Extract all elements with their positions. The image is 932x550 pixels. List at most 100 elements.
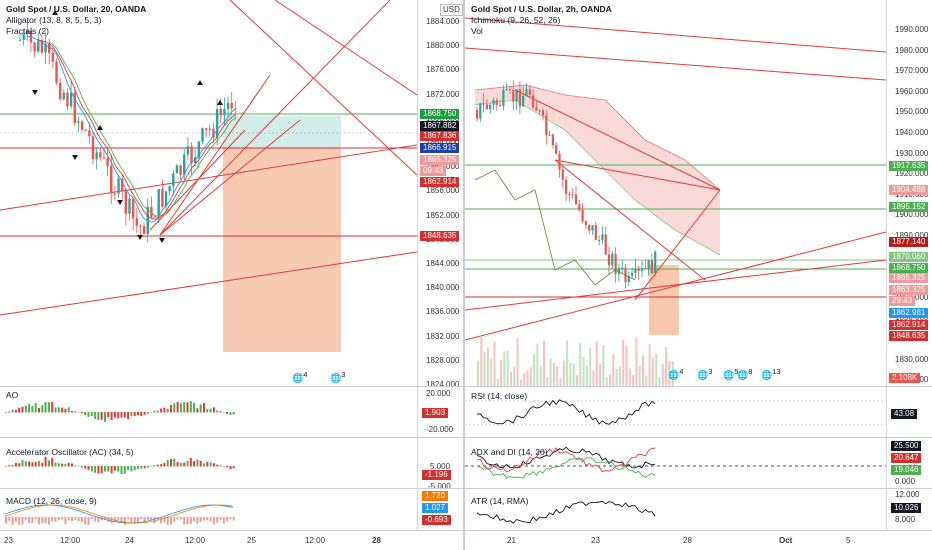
right-price-tick: 1930.000	[895, 148, 929, 158]
ao-tick-top: 20.000	[426, 389, 451, 398]
macd-hist-bar	[193, 517, 196, 522]
ac-bar	[44, 456, 47, 467]
right-time-axis[interactable]: 21 23 28 Oct 5	[465, 531, 886, 550]
right-price-tick: 1940.000	[895, 128, 929, 137]
candle	[113, 193, 117, 195]
left-indicator-fractals[interactable]: Fractals (2)	[6, 26, 49, 36]
macd-hist-bar	[123, 517, 126, 525]
ao-bar	[176, 402, 179, 413]
candle	[37, 40, 40, 52]
ao-bar	[163, 407, 166, 413]
event-badge-1[interactable]: 🌐4	[292, 370, 308, 383]
left-chart-canvas[interactable]	[0, 0, 417, 386]
alligator-line	[38, 39, 236, 220]
right-price-axis[interactable]: 1990.000 1980.000 1970.000 1960.000 1950.000…	[886, 0, 932, 386]
right-indicator-vol[interactable]: Vol	[471, 26, 483, 36]
ac-bar	[80, 466, 83, 468]
event-badge-r1[interactable]: 🌐4	[668, 367, 684, 380]
left-price-tag: 1867.882	[420, 121, 460, 131]
adx-tag: 25.500	[891, 441, 922, 451]
macd-tag-macd: 1.027	[422, 503, 449, 513]
candle	[179, 165, 182, 175]
volume-bar	[599, 363, 602, 386]
ao-axis: 20.000 0 -20.000 1.903	[417, 387, 464, 437]
macd-hist-bar	[110, 517, 113, 523]
event-badge-2[interactable]: 🌐3	[330, 370, 346, 383]
candle	[139, 225, 142, 227]
candle	[99, 152, 102, 158]
volume-bar	[585, 365, 588, 386]
left-price-tag: 1862.914	[420, 177, 460, 187]
candle	[532, 95, 535, 108]
macd-hist-bar	[186, 517, 189, 525]
event-badge-r4[interactable]: 🌐8	[737, 367, 753, 380]
ao-bar	[137, 412, 139, 416]
volume-bar	[546, 377, 549, 386]
ac-bar	[163, 462, 166, 467]
volume-bar	[526, 370, 529, 386]
currency-label[interactable]: USD	[440, 4, 463, 16]
time-label: 12:00	[305, 536, 326, 545]
ac-bar	[11, 465, 14, 467]
ao-bar	[206, 409, 209, 413]
ac-bar	[77, 466, 80, 467]
ao-bar	[97, 412, 100, 421]
ao-bar	[80, 412, 83, 414]
ao-bar	[47, 402, 50, 413]
left-price-tick: 1856.000	[426, 186, 460, 196]
event-badge-r5[interactable]: 🌐13	[761, 367, 781, 380]
ac-bar	[203, 463, 205, 467]
left-price-axis[interactable]: USD 1884.000 1880.000 1876.000 1872.000 1868…	[417, 0, 464, 389]
candle	[502, 90, 505, 106]
ao-pane[interactable]: AO	[0, 387, 417, 437]
left-main-chart[interactable]: Gold Spot / U.S. Dollar, 20, OANDA Allig…	[0, 0, 417, 386]
right-main-chart[interactable]: Gold Spot / U.S. Dollar, 2h, OANDA Ichim…	[465, 0, 886, 386]
trend-line	[159, 0, 391, 236]
left-indicator-alligator[interactable]: Alligator (13, 8, 8, 5, 5, 3)	[6, 15, 102, 25]
ao-bar	[133, 412, 136, 417]
volume-bar	[625, 345, 628, 386]
macd-hist-bar	[104, 517, 106, 520]
candle	[121, 178, 124, 192]
ao-bar	[117, 412, 120, 419]
ao-bar	[140, 412, 143, 417]
ac-bar	[57, 463, 60, 467]
adx-pane[interactable]: ADX and DI (14, 20)	[465, 438, 886, 488]
volume-bar	[655, 353, 658, 386]
event-badge-r3[interactable]: 🌐5	[723, 367, 739, 380]
candle	[91, 136, 95, 160]
ac-bar	[24, 461, 27, 467]
ac-bar	[90, 466, 93, 472]
candle	[528, 89, 531, 96]
volume-bar	[595, 341, 598, 386]
left-time-axis[interactable]: 23 12:00 24 12:00 25 12:00 28	[0, 531, 417, 550]
ao-bar	[14, 409, 17, 413]
ac-pane[interactable]: Accelerator Oscillator (AC) (34, 5)	[0, 438, 417, 488]
rsi-pane[interactable]: RSI (14, close)	[465, 387, 886, 437]
volume-bar	[602, 344, 605, 386]
ac-bar	[206, 461, 209, 467]
fractal-marker	[72, 155, 78, 160]
atr-pane[interactable]: ATR (14, RMA)	[465, 489, 886, 530]
macd-hist-bar	[120, 517, 123, 523]
right-price-tag: 1865.325	[889, 273, 929, 283]
macd-hist-bar	[41, 517, 44, 524]
trend-line	[554, 159, 706, 281]
trend-line	[229, 0, 417, 176]
event-badge-r2[interactable]: 🌐3	[697, 367, 713, 380]
right-chart-canvas[interactable]	[465, 0, 886, 386]
ao-bar	[143, 412, 146, 415]
candle	[58, 82, 62, 100]
right-price-tag: 1895.152	[889, 202, 929, 212]
macd-hist-bar	[127, 517, 130, 520]
right-indicator-ichimoku[interactable]: Ichimoku (9, 26, 52, 26)	[471, 15, 561, 25]
right-price-tick: 1970.000	[895, 66, 929, 76]
macd-pane[interactable]: MACD (12, 26, close, 9)	[0, 489, 417, 530]
ao-bar	[28, 403, 31, 413]
ao-bar	[84, 412, 87, 416]
ac-tick-top: 5.000	[430, 462, 451, 471]
macd-hist-bar	[77, 517, 80, 521]
ac-bar	[51, 458, 54, 467]
candle	[644, 267, 647, 269]
trend-line	[514, 89, 721, 191]
